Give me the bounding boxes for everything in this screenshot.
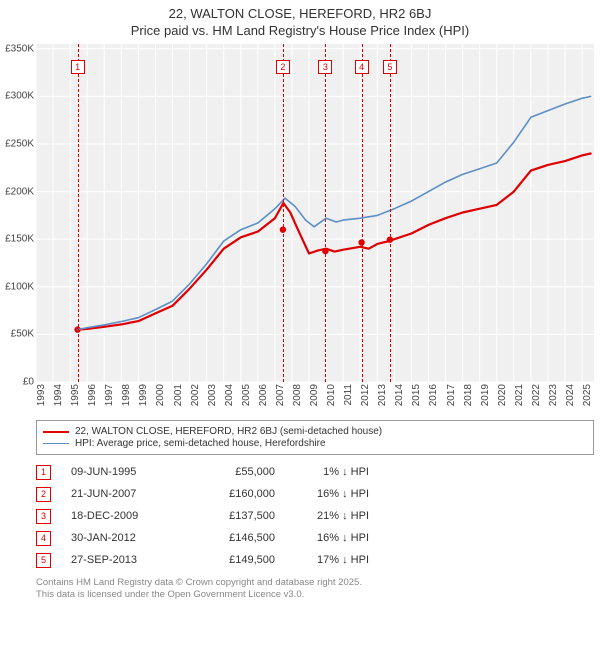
x-tick-label: 2016 bbox=[428, 384, 439, 406]
event-row: 1 09-JUN-1995 £55,000 1% ↓ HPI bbox=[36, 461, 594, 483]
event-diff: 21% ↓ HPI bbox=[289, 510, 369, 522]
x-tick-label: 2019 bbox=[480, 384, 491, 406]
x-tick-label: 2017 bbox=[446, 384, 457, 406]
x-tick-label: 1996 bbox=[87, 384, 98, 406]
x-tick-label: 2011 bbox=[343, 384, 354, 406]
event-date: 27-SEP-2013 bbox=[71, 554, 181, 566]
x-tick-label: 2002 bbox=[190, 384, 201, 406]
plot-area: £0£50K£100K£150K£200K£250K£300K£350K 123… bbox=[36, 44, 594, 382]
x-tick-label: 2000 bbox=[155, 384, 166, 406]
x-tick-label: 2009 bbox=[309, 384, 320, 406]
event-diff: 16% ↓ HPI bbox=[289, 532, 369, 544]
x-tick-label: 2015 bbox=[411, 384, 422, 406]
x-tick-label: 2008 bbox=[292, 384, 303, 406]
event-marker-1: 1 bbox=[71, 60, 85, 74]
event-row: 2 21-JUN-2007 £160,000 16% ↓ HPI bbox=[36, 483, 594, 505]
y-tick-label: £50K bbox=[11, 329, 34, 340]
event-row: 5 27-SEP-2013 £149,500 17% ↓ HPI bbox=[36, 549, 594, 571]
event-marker-2: 2 bbox=[276, 60, 290, 74]
x-tick-label: 2012 bbox=[360, 384, 371, 406]
event-date: 30-JAN-2012 bbox=[71, 532, 181, 544]
footer-line-1: Contains HM Land Registry data © Crown c… bbox=[36, 577, 594, 589]
event-vline bbox=[283, 44, 284, 382]
event-badge: 5 bbox=[36, 553, 51, 568]
x-tick-label: 2005 bbox=[241, 384, 252, 406]
event-row: 4 30-JAN-2012 £146,500 16% ↓ HPI bbox=[36, 527, 594, 549]
x-tick-label: 2010 bbox=[326, 384, 337, 406]
event-row: 3 18-DEC-2009 £137,500 21% ↓ HPI bbox=[36, 505, 594, 527]
event-marker-4: 4 bbox=[355, 60, 369, 74]
event-badge: 2 bbox=[36, 487, 51, 502]
y-tick-label: £0 bbox=[23, 377, 34, 388]
event-price: £55,000 bbox=[195, 466, 275, 478]
x-tick-label: 2004 bbox=[224, 384, 235, 406]
x-tick-label: 2007 bbox=[275, 384, 286, 406]
event-date: 21-JUN-2007 bbox=[71, 488, 181, 500]
event-vline bbox=[78, 44, 79, 382]
x-tick-label: 2023 bbox=[548, 384, 559, 406]
x-tick-label: 2001 bbox=[173, 384, 184, 406]
event-date: 18-DEC-2009 bbox=[71, 510, 181, 522]
event-badge: 4 bbox=[36, 531, 51, 546]
x-tick-label: 2022 bbox=[531, 384, 542, 406]
legend-swatch bbox=[43, 431, 69, 433]
chart-container: 22, WALTON CLOSE, HEREFORD, HR2 6BJ Pric… bbox=[0, 0, 600, 601]
event-marker-5: 5 bbox=[383, 60, 397, 74]
x-tick-label: 2003 bbox=[207, 384, 218, 406]
legend-item-subject: 22, WALTON CLOSE, HEREFORD, HR2 6BJ (sem… bbox=[43, 426, 587, 437]
event-marker-3: 3 bbox=[318, 60, 332, 74]
y-tick-label: £150K bbox=[5, 234, 34, 245]
x-tick-label: 2013 bbox=[377, 384, 388, 406]
y-tick-label: £200K bbox=[5, 186, 34, 197]
x-tick-label: 1997 bbox=[104, 384, 115, 406]
chart-subtitle: Price paid vs. HM Land Registry's House … bbox=[0, 23, 600, 38]
event-badge: 3 bbox=[36, 509, 51, 524]
event-date: 09-JUN-1995 bbox=[71, 466, 181, 478]
event-vline bbox=[390, 44, 391, 382]
legend: 22, WALTON CLOSE, HEREFORD, HR2 6BJ (sem… bbox=[36, 420, 594, 455]
legend-label: HPI: Average price, semi-detached house,… bbox=[75, 438, 326, 449]
x-tick-label: 2024 bbox=[565, 384, 576, 406]
event-price: £149,500 bbox=[195, 554, 275, 566]
event-vline bbox=[362, 44, 363, 382]
event-price: £160,000 bbox=[195, 488, 275, 500]
footer-line-2: This data is licensed under the Open Gov… bbox=[36, 589, 594, 601]
y-tick-label: £250K bbox=[5, 138, 34, 149]
event-diff: 17% ↓ HPI bbox=[289, 554, 369, 566]
event-diff: 1% ↓ HPI bbox=[289, 466, 369, 478]
event-price: £146,500 bbox=[195, 532, 275, 544]
attribution-footer: Contains HM Land Registry data © Crown c… bbox=[36, 577, 594, 601]
legend-item-hpi: HPI: Average price, semi-detached house,… bbox=[43, 438, 587, 449]
x-tick-label: 1998 bbox=[121, 384, 132, 406]
x-tick-label: 2020 bbox=[497, 384, 508, 406]
event-price: £137,500 bbox=[195, 510, 275, 522]
title-block: 22, WALTON CLOSE, HEREFORD, HR2 6BJ Pric… bbox=[0, 0, 600, 38]
x-tick-label: 2014 bbox=[394, 384, 405, 406]
event-vline bbox=[325, 44, 326, 382]
event-badge: 1 bbox=[36, 465, 51, 480]
x-tick-label: 2018 bbox=[463, 384, 474, 406]
x-axis: 1993 1994 1995 1996 1997 1998 1999 2000 2001 2002… bbox=[36, 382, 600, 416]
legend-label: 22, WALTON CLOSE, HEREFORD, HR2 6BJ (sem… bbox=[75, 426, 382, 437]
x-tick-label: 1994 bbox=[53, 384, 64, 406]
x-tick-label: 1995 bbox=[70, 384, 81, 406]
y-tick-label: £100K bbox=[5, 281, 34, 292]
y-tick-label: £350K bbox=[5, 43, 34, 54]
x-tick-label: 2025 bbox=[582, 384, 593, 406]
x-tick-label: 1999 bbox=[138, 384, 149, 406]
legend-swatch bbox=[43, 443, 69, 444]
y-axis: £0£50K£100K£150K£200K£250K£300K£350K bbox=[0, 44, 36, 382]
events-table: 1 09-JUN-1995 £55,000 1% ↓ HPI 2 21-JUN-2007 £… bbox=[36, 461, 594, 571]
x-tick-label: 1993 bbox=[36, 384, 47, 406]
event-diff: 16% ↓ HPI bbox=[289, 488, 369, 500]
y-tick-label: £300K bbox=[5, 91, 34, 102]
x-tick-label: 2021 bbox=[514, 384, 525, 406]
chart-title-address: 22, WALTON CLOSE, HEREFORD, HR2 6BJ bbox=[0, 6, 600, 21]
chart-svg bbox=[36, 44, 594, 382]
x-tick-label: 2006 bbox=[258, 384, 269, 406]
